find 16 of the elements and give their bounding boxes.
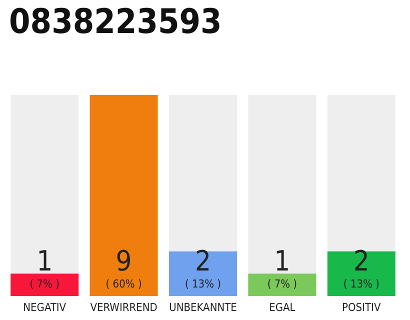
x-tick-label: UNBEKANNTE [169,301,237,314]
chart-title: 0838223593 [9,2,222,42]
data-label: 1 [274,244,290,278]
x-tick-label: NEGATIV [23,301,66,314]
annotation: ( 7% ) [267,278,298,290]
data-label: 2 [353,244,370,278]
x-tick-label: POSITIV [342,301,381,314]
data-label: 2 [194,244,212,278]
annotation: ( 7% ) [30,278,60,290]
annotation: ( 13% ) [343,278,380,290]
x-tick-label: VERWIRREND [90,301,158,314]
data-label: 1 [36,244,53,278]
data-label: 9 [116,244,132,278]
annotation: ( 60% ) [106,278,142,290]
annotation: ( 13% ) [184,278,222,290]
x-tick-label: EGAL [269,301,296,314]
